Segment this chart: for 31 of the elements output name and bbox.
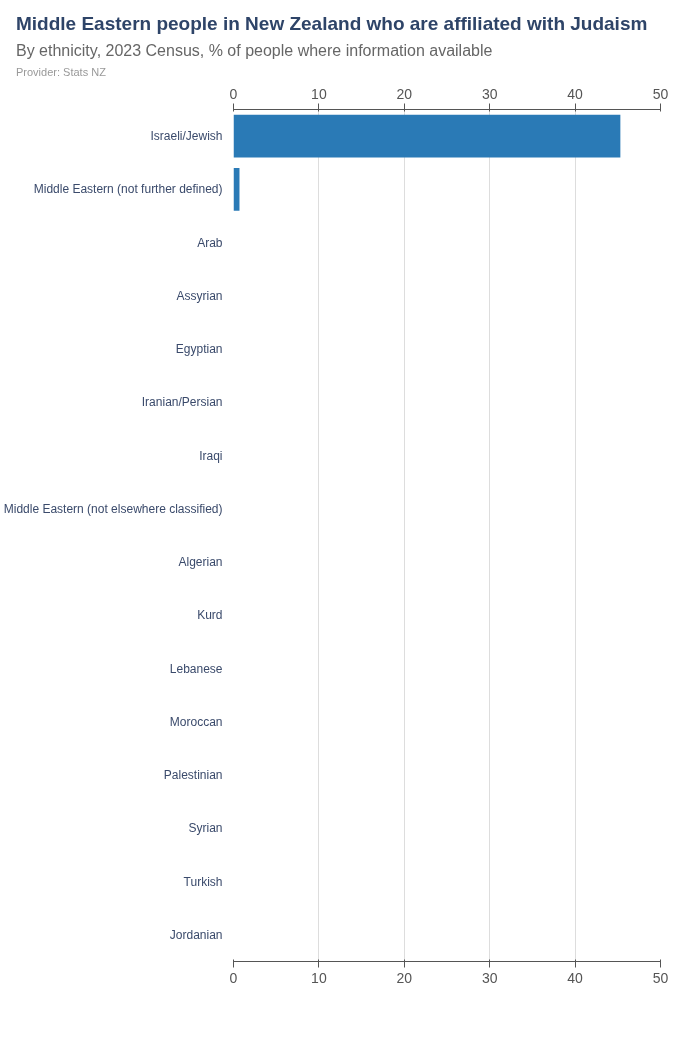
x2-tick-label: 50 [652,85,669,101]
chart-subtitle: By ethnicity, 2023 Census, % of people where information available [16,40,493,61]
y-tick-label: Iranian/Persian [141,394,223,409]
x-tick-label: 50 [652,969,669,985]
y-tick-label: Arab [197,235,223,250]
x-tick-label: 10 [311,969,327,985]
y-tick-label: Lebanese [169,661,223,676]
y-tick-label: Middle Eastern (not elsewhere classified) [3,501,223,516]
y-tick-label: Algerian [178,554,223,569]
x-tick-label: 0 [229,969,238,985]
x-tick-label: 30 [481,969,498,985]
y-tick-label: Egyptian [175,341,223,356]
y-tick-label: Assyrian [176,288,223,303]
x2-tick-label: 30 [481,85,498,101]
x-tick-label: 40 [567,969,584,985]
y-tick-label: Palestinian [163,767,223,782]
x-tick-label: 20 [396,969,413,985]
y-tick-label: Syrian [188,820,223,835]
y-tick-label: Jordanian [169,927,223,942]
y-tick-label: Middle Eastern (not further defined) [33,181,223,196]
x2-tick-label: 10 [311,85,327,101]
y-tick-label: Moroccan [169,714,223,729]
x2-tick-label: 20 [396,85,413,101]
y-tick-label: Kurd [197,607,223,622]
x2-tick-label: 40 [567,85,584,101]
x2-tick-label: 0 [229,85,238,101]
chart-title: Middle Eastern people in New Zealand who are affiliated with Judaism [16,12,648,36]
y-tick-label: Turkish [183,874,223,889]
y-tick-label: Iraqi [199,448,223,463]
y-tick-label: Israeli/Jewish [150,128,223,143]
text: Provider: Stats NZ [16,65,106,80]
